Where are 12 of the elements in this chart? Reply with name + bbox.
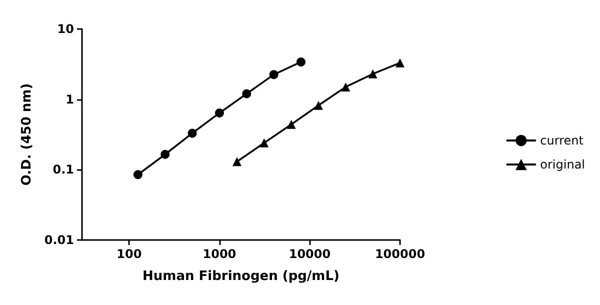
y-tick-label: 0.1 bbox=[52, 162, 74, 177]
y-tick-label: 0.01 bbox=[44, 233, 74, 247]
x-tick-label: 100 bbox=[116, 247, 142, 261]
y-tick-label: 10 bbox=[57, 22, 74, 36]
y-tick-label: 1 bbox=[66, 92, 74, 106]
x-axis-title: Human Fibrinogen (pg/mL) bbox=[142, 269, 340, 284]
x-tick-label: 10000 bbox=[288, 247, 331, 261]
legend-label: original bbox=[540, 158, 586, 172]
legend-label: current bbox=[540, 134, 584, 148]
y-axis-title: O.D. (450 nm) bbox=[19, 83, 34, 186]
x-tick-label: 100000 bbox=[374, 247, 426, 261]
x-tick-label: 1000 bbox=[202, 247, 236, 261]
